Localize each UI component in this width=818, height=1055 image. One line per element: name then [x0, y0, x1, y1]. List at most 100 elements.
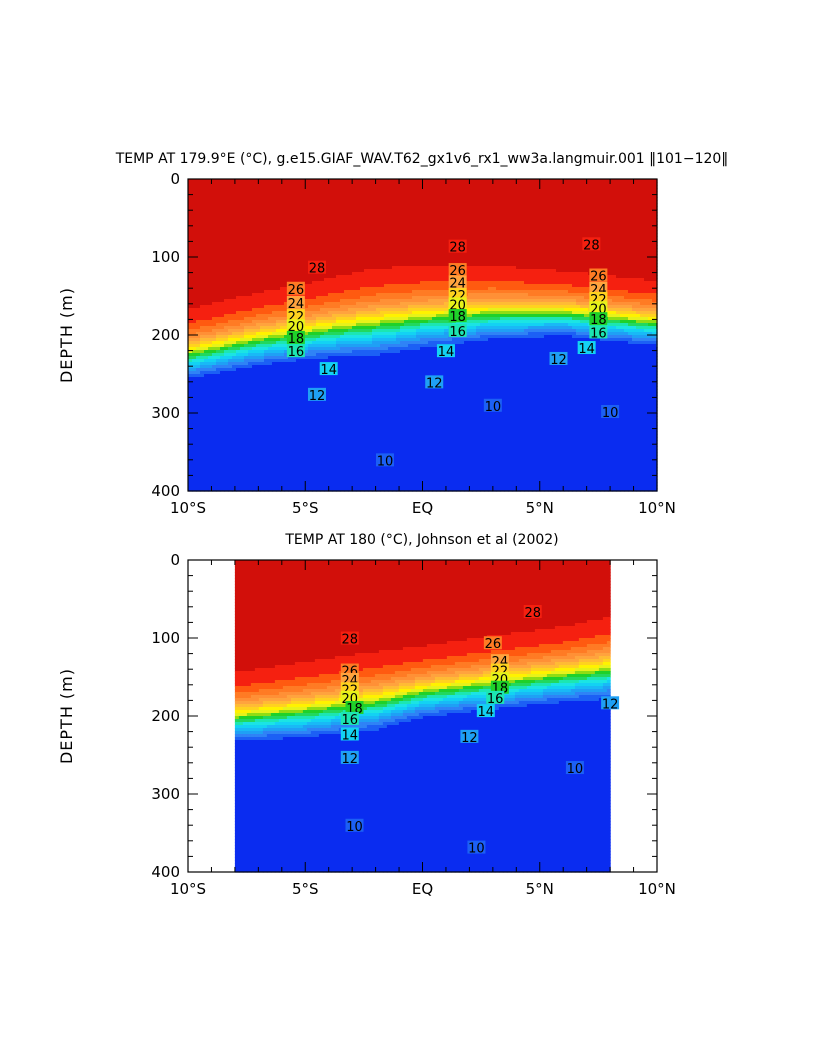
field-cell [364, 239, 369, 243]
field-cell [640, 200, 645, 204]
field-cell [192, 254, 197, 258]
field-cell [368, 239, 373, 243]
field-cell [576, 221, 581, 225]
field-cell [208, 236, 213, 240]
field-cell [424, 182, 429, 186]
field-cell [388, 248, 393, 252]
field-cell [340, 239, 345, 243]
field-cell [552, 248, 557, 252]
field-cell [348, 257, 353, 261]
field-cell [448, 224, 453, 228]
field-cell [652, 179, 657, 183]
field-cell [556, 251, 561, 255]
field-cell [208, 245, 213, 249]
field-cell [288, 257, 293, 261]
field-cell [356, 233, 361, 237]
field-cell [636, 230, 641, 234]
field-cell [304, 227, 309, 231]
field-cell [496, 212, 501, 216]
field-cell [236, 215, 241, 219]
field-cell [584, 188, 589, 192]
field-cell [352, 182, 357, 186]
field-cell [576, 179, 581, 183]
field-cell [252, 254, 257, 258]
field-cell [644, 221, 649, 225]
field-cell [396, 188, 401, 192]
field-cell [344, 194, 349, 198]
field-cell [324, 224, 329, 228]
field-cell [544, 257, 549, 261]
field-cell [380, 197, 385, 201]
field-cell [380, 236, 385, 240]
field-cell [500, 218, 505, 222]
field-cell [200, 248, 205, 252]
field-cell [524, 227, 529, 231]
field-cell [580, 206, 585, 210]
field-cell [400, 209, 405, 213]
field-cell [504, 242, 509, 246]
field-cell [620, 212, 625, 216]
field-cell [224, 185, 229, 189]
field-cell [424, 179, 429, 183]
field-cell [472, 254, 477, 258]
field-cell [520, 248, 525, 252]
field-cell [328, 200, 333, 204]
field-cell [448, 221, 453, 225]
field-cell [188, 212, 193, 216]
field-cell [588, 251, 593, 255]
field-cell [200, 218, 205, 222]
field-cell [608, 254, 613, 258]
field-cell [208, 194, 213, 198]
field-cell [588, 191, 593, 195]
field-cell [424, 197, 429, 201]
field-cell [280, 224, 285, 228]
field-cell [480, 212, 485, 216]
field-cell [336, 212, 341, 216]
field-cell [540, 251, 545, 255]
field-cell [284, 245, 289, 249]
field-cell [324, 257, 329, 261]
field-cell [652, 227, 657, 231]
field-cell [508, 242, 513, 246]
field-cell [328, 233, 333, 237]
field-cell [408, 209, 413, 213]
field-cell [268, 188, 273, 192]
field-cell [332, 221, 337, 225]
field-cell [384, 191, 389, 195]
field-cell [628, 236, 633, 240]
field-cell [404, 230, 409, 234]
field-cell [340, 197, 345, 201]
field-cell [208, 251, 213, 255]
field-cell [260, 230, 265, 234]
field-cell [576, 242, 581, 246]
field-cell [368, 191, 373, 195]
field-cell [496, 209, 501, 213]
field-cell [208, 203, 213, 207]
field-cell [556, 194, 561, 198]
field-cell [436, 200, 441, 204]
field-cell [232, 194, 237, 198]
field-cell [192, 218, 197, 222]
field-cell [524, 212, 529, 216]
field-cell [612, 257, 617, 261]
field-cell [492, 224, 497, 228]
field-cell [468, 215, 473, 219]
field-cell [464, 257, 469, 261]
field-cell [256, 194, 261, 198]
field-cell [404, 242, 409, 246]
field-cell [472, 188, 477, 192]
field-cell [356, 209, 361, 213]
field-cell [240, 200, 245, 204]
field-cell [556, 200, 561, 204]
field-cell [436, 239, 441, 243]
field-cell [624, 194, 629, 198]
field-cell [496, 179, 501, 183]
field-cell [636, 200, 641, 204]
field-cell [468, 191, 473, 195]
field-cell [528, 197, 533, 201]
field-cell [400, 257, 405, 261]
field-cell [428, 188, 433, 192]
field-cell [304, 194, 309, 198]
field-cell [372, 224, 377, 228]
field-cell [220, 239, 225, 243]
